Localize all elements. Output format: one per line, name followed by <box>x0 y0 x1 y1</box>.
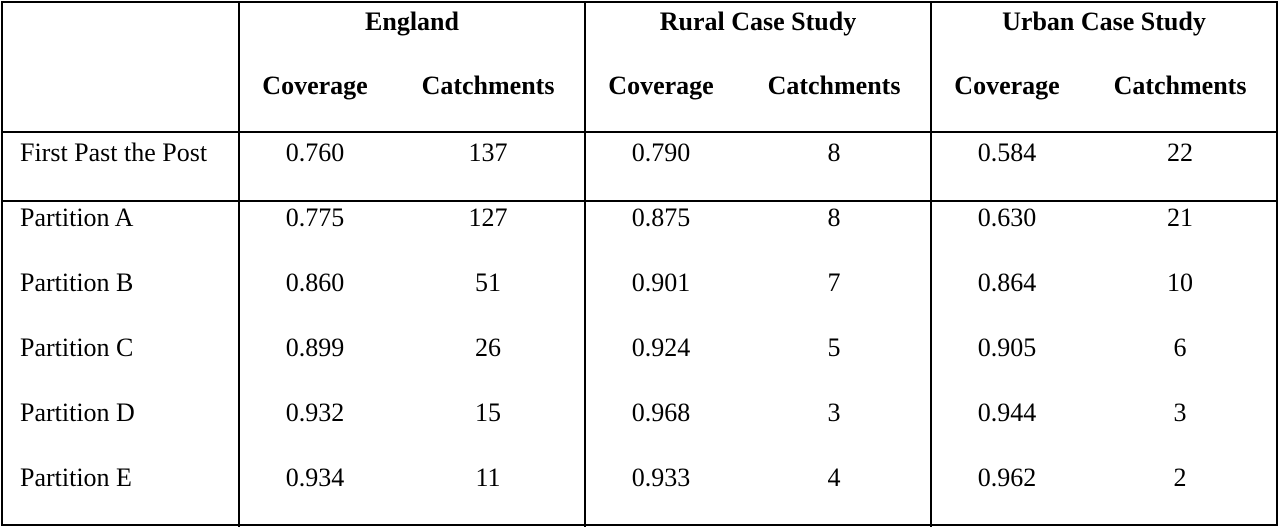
group-header-urban: Urban Case Study <box>1002 7 1206 36</box>
group-header-rural: Rural Case Study <box>659 7 857 36</box>
subheader-catchments: Catchments <box>1113 71 1247 100</box>
table-cell: 0.775 <box>285 203 345 232</box>
table-cell: 0.944 <box>977 398 1037 427</box>
row-label: Partition E <box>20 463 132 492</box>
table-cell: 0.630 <box>977 203 1037 232</box>
table-cell: 15 <box>475 398 501 427</box>
row-label: Partition B <box>20 268 134 297</box>
table-cell: 0.905 <box>977 333 1037 362</box>
table-cell: 0.962 <box>977 463 1037 492</box>
table-cell: 0.968 <box>631 398 691 427</box>
table-cell: 0.760 <box>285 138 345 167</box>
table-cell: 0.901 <box>631 268 691 297</box>
header-divider <box>1 131 1278 133</box>
row-divider <box>1 200 1278 202</box>
table-cell: 7 <box>827 268 841 297</box>
row-label: First Past the Post <box>20 138 208 167</box>
column-divider <box>930 1 932 527</box>
group-header-england: England <box>365 7 459 36</box>
row-label: Partition D <box>20 398 135 427</box>
table-cell: 4 <box>827 463 841 492</box>
table-cell: 0.924 <box>631 333 691 362</box>
table-cell: 0.864 <box>977 268 1037 297</box>
table-cell: 22 <box>1167 138 1193 167</box>
column-divider <box>238 1 240 527</box>
table-cell: 2 <box>1173 463 1187 492</box>
table-cell: 0.860 <box>285 268 345 297</box>
table-cell: 3 <box>827 398 841 427</box>
table-cell: 21 <box>1167 203 1193 232</box>
table-cell: 3 <box>1173 398 1187 427</box>
table-cell: 11 <box>475 463 501 492</box>
row-label: Partition C <box>20 333 134 362</box>
table-cell: 8 <box>827 138 841 167</box>
table-cell: 0.933 <box>631 463 691 492</box>
table-cell: 10 <box>1167 268 1193 297</box>
table-cell: 0.584 <box>977 138 1037 167</box>
table-cell: 5 <box>827 333 841 362</box>
table-cell: 0.932 <box>285 398 345 427</box>
table-cell: 0.934 <box>285 463 345 492</box>
subheader-catchments: Catchments <box>767 71 901 100</box>
subheader-catchments: Catchments <box>421 71 555 100</box>
subheader-coverage: Coverage <box>954 71 1060 100</box>
table-cell: 8 <box>827 203 841 232</box>
subheader-coverage: Coverage <box>608 71 714 100</box>
table-cell: 0.790 <box>631 138 691 167</box>
table-cell: 26 <box>475 333 501 362</box>
table-cell: 51 <box>475 268 501 297</box>
subheader-coverage: Coverage <box>262 71 368 100</box>
table-cell: 6 <box>1173 333 1187 362</box>
table-cell: 137 <box>468 138 508 167</box>
table-cell: 127 <box>468 203 508 232</box>
column-divider <box>584 1 586 527</box>
table-cell: 0.899 <box>285 333 345 362</box>
table-cell: 0.875 <box>631 203 691 232</box>
row-label: Partition A <box>20 203 134 232</box>
